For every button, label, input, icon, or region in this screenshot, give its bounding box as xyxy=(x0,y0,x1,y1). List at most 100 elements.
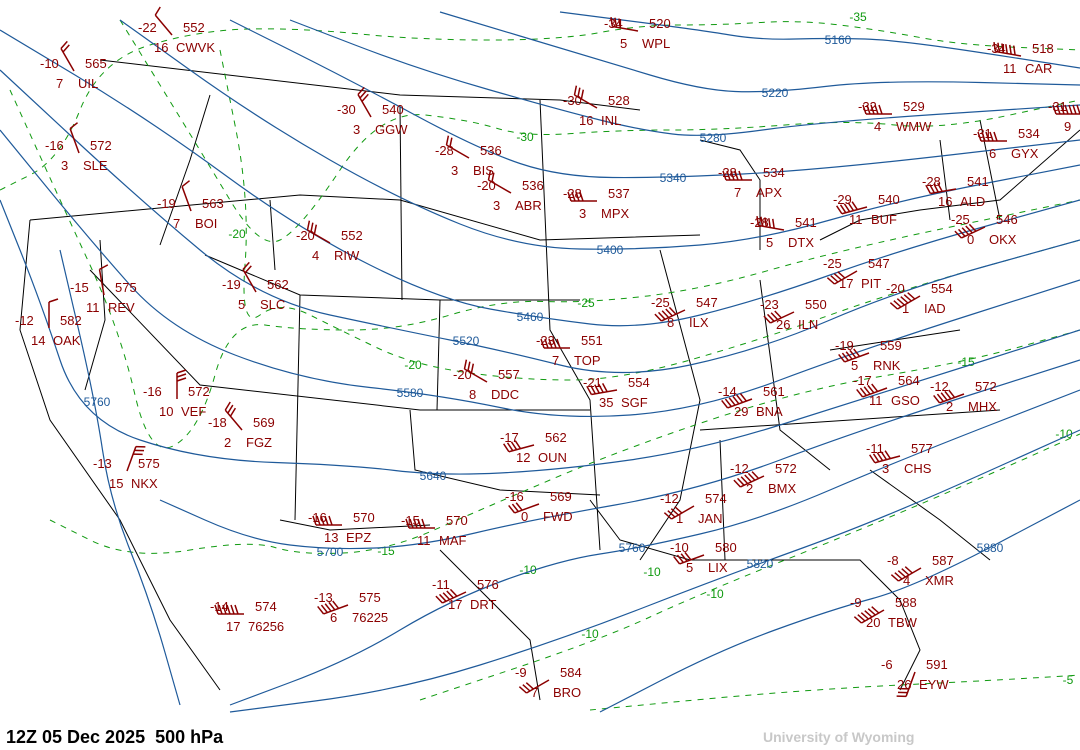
station-id: ILN xyxy=(798,317,818,332)
height-contour-label: 5760 xyxy=(619,541,646,555)
station-plot-BMX: -12 572 2 BMX xyxy=(730,461,797,496)
station-height: 570 xyxy=(446,513,468,528)
station-dewpoint-depression: 15 xyxy=(109,476,123,491)
station-plot-EYW: -6 591 26 EYW xyxy=(881,657,949,698)
height-contour-line xyxy=(0,29,1080,327)
station-temperature: -12 xyxy=(15,313,34,328)
station-id: MHX xyxy=(968,399,997,414)
station-plot-RIW: -20 552 4 RIW xyxy=(296,220,363,263)
temperature-contour-label: -10 xyxy=(706,587,724,601)
station-id: PIT xyxy=(861,276,881,291)
station-dewpoint-depression: 3 xyxy=(579,206,586,221)
height-contours: 5160522052805340540054605520558056405700… xyxy=(0,11,1080,713)
station-height: 564 xyxy=(898,373,920,388)
temperature-contour-label: -20 xyxy=(404,358,422,372)
station-plot-EPZ: -16 570 13 EPZ xyxy=(308,510,375,545)
station-dewpoint-depression: 1 xyxy=(902,301,909,316)
station-id: RNK xyxy=(873,358,901,373)
station-plot-DDC: -20 557 8 DDC xyxy=(453,359,520,402)
station-plot-BOI: -19 563 7 BOI xyxy=(157,180,224,231)
wind-barb-icon xyxy=(954,223,986,239)
height-contour-label: 5460 xyxy=(517,310,544,324)
station-dewpoint-depression: 4 xyxy=(312,248,319,263)
station-plot-ILX: -25 547 8 ILX xyxy=(651,295,718,330)
station-height: 565 xyxy=(85,56,107,71)
station-temperature: -20 xyxy=(453,367,472,382)
station-height: 575 xyxy=(359,590,381,605)
station-plot-FWD: -16 569 0 FWD xyxy=(505,489,573,524)
station-id: OKX xyxy=(989,232,1017,247)
station-plot-APX: -28 534 7 APX xyxy=(718,165,785,200)
temperature-contour-label: -30 xyxy=(516,130,534,144)
station-height: 562 xyxy=(545,430,567,445)
station-height: 547 xyxy=(868,256,890,271)
station-id: CAR xyxy=(1025,61,1052,76)
station-temperature: -29 xyxy=(833,192,852,207)
temperature-contour-label: -20 xyxy=(228,227,246,241)
wind-barb-icon xyxy=(573,85,598,109)
station-temperature: -11 xyxy=(866,441,884,456)
station-height: 537 xyxy=(608,186,630,201)
station-plot-VEF: -16 572 10 VEF xyxy=(143,369,210,419)
wind-barb-icon xyxy=(567,191,597,202)
station-height: 572 xyxy=(975,379,997,394)
station-plot-ILN: -23 550 26 ILN xyxy=(760,297,827,332)
station-dewpoint-depression: 1 xyxy=(676,511,683,526)
station-height: 520 xyxy=(649,16,671,31)
station-plot-LIX: -10 580 5 LIX xyxy=(670,540,737,575)
station-dewpoint-depression: 5 xyxy=(238,297,245,312)
station-plot-MHX: -12 572 2 MHX xyxy=(930,379,997,414)
station-id: SLC xyxy=(260,297,285,312)
station-temperature: -9 xyxy=(515,665,527,680)
height-contour-label: 5580 xyxy=(397,386,424,400)
wind-barb-icon xyxy=(889,292,921,310)
station-dewpoint-depression: 3 xyxy=(61,158,68,173)
wind-barb-icon xyxy=(48,298,59,328)
station-id: VEF xyxy=(181,404,206,419)
temperature-contour-line xyxy=(589,674,1080,711)
station-id: IAD xyxy=(924,301,946,316)
station-temperature: -19 xyxy=(835,338,854,353)
station-plot-unnamed: -319 xyxy=(1048,99,1080,134)
station-dewpoint-depression: 7 xyxy=(531,685,538,700)
height-contour-line xyxy=(229,19,1080,179)
wind-barb-icon xyxy=(503,440,535,453)
station-dewpoint-depression: 5 xyxy=(686,560,693,575)
station-temperature: -15 xyxy=(401,513,420,528)
station-temperature: -10 xyxy=(40,56,59,71)
station-height: 552 xyxy=(183,20,205,35)
station-height: 547 xyxy=(696,295,718,310)
station-height: 588 xyxy=(895,595,917,610)
station-id: BNA xyxy=(756,404,783,419)
station-id: ABR xyxy=(515,198,542,213)
height-contour-line xyxy=(59,249,181,706)
station-height: 536 xyxy=(480,143,502,158)
station-plot-BNA: -14 561 29 BNA xyxy=(718,384,785,419)
station-dewpoint-depression: 3 xyxy=(493,198,500,213)
height-contour-label: 5220 xyxy=(762,86,789,100)
station-dewpoint-depression: 11 xyxy=(849,212,863,227)
station-id: CWVK xyxy=(176,40,215,55)
station-temperature: -20 xyxy=(886,281,905,296)
wind-barb-icon xyxy=(312,515,342,526)
station-plot-ABR: -20 536 3 ABR xyxy=(477,170,544,213)
station-height: 540 xyxy=(878,192,900,207)
station-dewpoint-depression: 26 xyxy=(776,317,790,332)
station-height: 551 xyxy=(581,333,603,348)
wind-barb-icon xyxy=(242,261,257,293)
temperature-contour-label: -35 xyxy=(849,10,867,24)
state-borders xyxy=(19,59,1080,701)
station-temperature: -11 xyxy=(432,577,450,592)
wind-barb-icon xyxy=(1052,104,1080,115)
station-temperature: -19 xyxy=(222,277,241,292)
station-height: 582 xyxy=(60,313,82,328)
station-dewpoint-depression: 4 xyxy=(874,119,881,134)
station-dewpoint-depression: 4 xyxy=(903,573,910,588)
station-id: UIL xyxy=(78,76,98,91)
station-height: 572 xyxy=(90,138,112,153)
station-temperature: -19 xyxy=(157,196,176,211)
station-dewpoint-depression: 5 xyxy=(851,358,858,373)
station-plot-WPL: -34 520 5 WPL xyxy=(604,16,671,51)
wind-barb-icon xyxy=(154,6,173,36)
temperature-contour-label: -10 xyxy=(1055,427,1073,441)
